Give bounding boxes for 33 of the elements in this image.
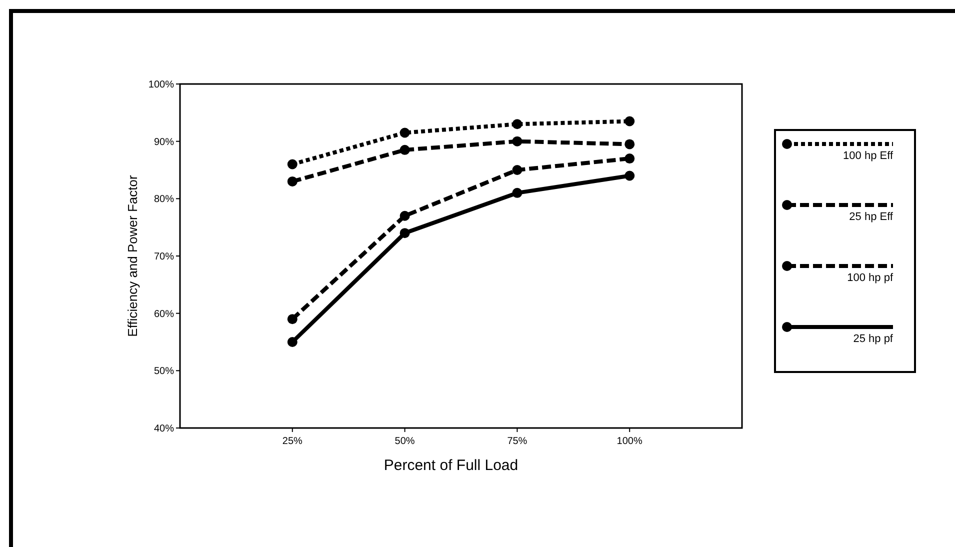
x-tick-label: 100% — [616, 436, 642, 447]
text: 25 hp Eff — [849, 211, 894, 223]
text: 25 hp pf — [853, 333, 894, 345]
point — [287, 159, 298, 170]
point — [287, 314, 298, 324]
point — [400, 210, 410, 221]
y-tick-label: 40% — [154, 424, 174, 434]
y-axis-title: Efficiency and Power Factor — [125, 174, 140, 337]
point — [624, 139, 635, 150]
point — [624, 116, 635, 126]
y-tick-label: 80% — [154, 194, 174, 206]
text: 100 hp pf — [847, 272, 894, 284]
point — [624, 170, 635, 181]
y-tick-label: 50% — [154, 366, 174, 378]
y-tick-label: 60% — [154, 308, 174, 320]
point — [400, 128, 410, 138]
y-tick-label: 100% — [148, 80, 174, 90]
x-tick-label: 75% — [507, 436, 528, 447]
x-axis-title: Percent of Full Load — [384, 457, 518, 474]
point — [400, 228, 410, 238]
x-tick-label: 25% — [282, 436, 303, 447]
point — [287, 176, 298, 186]
point — [624, 154, 635, 164]
point — [512, 165, 522, 175]
point — [512, 136, 522, 146]
point — [512, 119, 522, 130]
point — [287, 337, 298, 347]
point — [512, 188, 522, 198]
x-tick-label: 50% — [394, 436, 415, 447]
text: 100 hp Eff — [843, 150, 894, 162]
point — [400, 144, 410, 155]
y-tick-label: 90% — [154, 136, 174, 148]
y-tick-label: 70% — [154, 252, 174, 262]
